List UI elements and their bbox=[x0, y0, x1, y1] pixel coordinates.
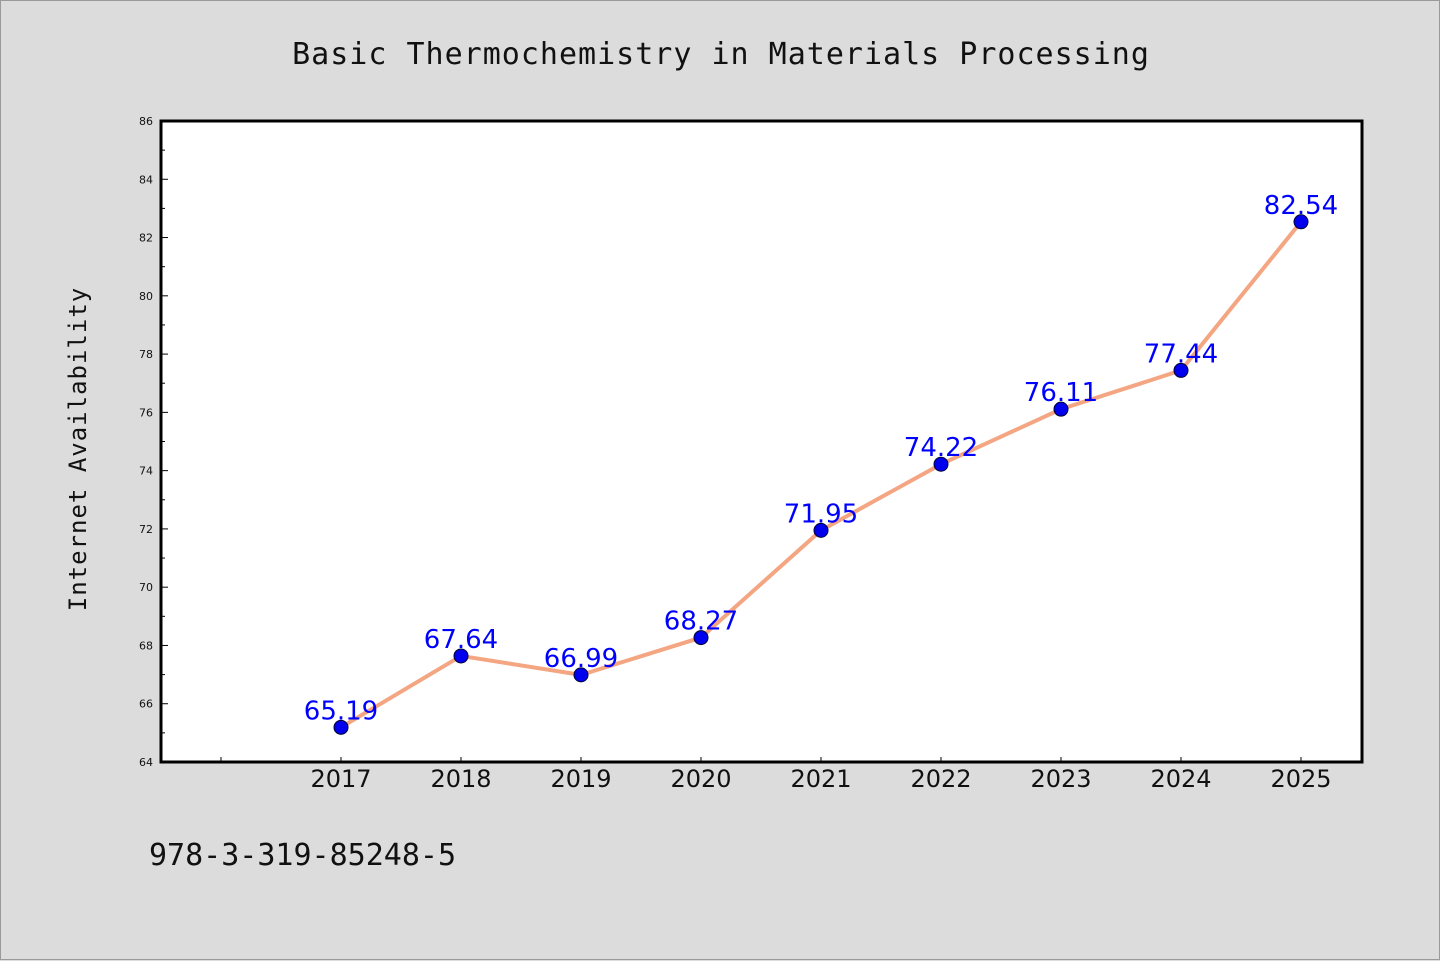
data-point bbox=[453, 648, 469, 664]
data-label: 67.64 bbox=[424, 625, 498, 655]
y-tick-label: 78 bbox=[139, 348, 153, 361]
y-axis: 64 66 68 70 72 74 76 78 80 82 84 86 bbox=[139, 115, 168, 769]
data-point bbox=[1053, 401, 1069, 417]
plot-area bbox=[161, 121, 1362, 762]
data-point bbox=[813, 522, 829, 538]
x-axis: 2017 2018 2019 2020 2021 2022 2023 2024 2025 bbox=[220, 757, 1332, 793]
data-point bbox=[1293, 214, 1309, 230]
y-axis-label: Internet Availability bbox=[64, 287, 92, 611]
y-tick-label: 66 bbox=[139, 698, 153, 711]
y-tick-label: 76 bbox=[139, 406, 153, 419]
data-labels: 65.19 67.64 66.99 68.27 71.95 74.22 76.11 77.44… bbox=[304, 191, 1338, 727]
plot-frame bbox=[159, 119, 1364, 764]
x-tick-label: 2022 bbox=[910, 765, 971, 793]
y-tick-label: 80 bbox=[139, 290, 153, 303]
data-point bbox=[693, 630, 709, 646]
data-label: 74.22 bbox=[904, 433, 978, 463]
x-tick-label: 2020 bbox=[670, 765, 731, 793]
y-tick-label: 68 bbox=[139, 639, 153, 652]
x-tick-label: 2025 bbox=[1270, 765, 1331, 793]
x-tick-label: 2024 bbox=[1150, 765, 1211, 793]
data-label: 76.11 bbox=[1024, 378, 1098, 408]
y-tick-label: 70 bbox=[139, 581, 153, 594]
data-point bbox=[573, 667, 589, 683]
data-point bbox=[933, 456, 949, 472]
data-label: 77.44 bbox=[1144, 339, 1218, 369]
y-tick-label: 74 bbox=[139, 465, 153, 478]
data-label: 82.54 bbox=[1264, 191, 1338, 221]
y-tick-label: 72 bbox=[139, 523, 153, 536]
y-tick-label: 86 bbox=[139, 115, 153, 128]
chart-title: Basic Thermochemistry in Materials Proce… bbox=[292, 37, 1150, 72]
y-tick-label: 82 bbox=[139, 232, 153, 245]
x-tick-label: 2018 bbox=[430, 765, 491, 793]
y-tick-label: 64 bbox=[139, 756, 153, 769]
data-label: 71.95 bbox=[784, 499, 858, 529]
data-label: 68.27 bbox=[664, 607, 738, 637]
y-tick-label: 84 bbox=[139, 173, 153, 186]
data-point bbox=[333, 719, 349, 735]
data-label: 66.99 bbox=[544, 644, 618, 674]
data-label: 65.19 bbox=[304, 696, 378, 726]
x-tick-label: 2017 bbox=[310, 765, 371, 793]
series-line-group bbox=[333, 214, 1309, 735]
x-tick-label: 2023 bbox=[1030, 765, 1091, 793]
data-point bbox=[1173, 362, 1189, 378]
isbn-text: 978-3-319-85248-5 bbox=[149, 838, 456, 873]
x-tick-label: 2019 bbox=[550, 765, 611, 793]
x-tick-label: 2021 bbox=[790, 765, 851, 793]
